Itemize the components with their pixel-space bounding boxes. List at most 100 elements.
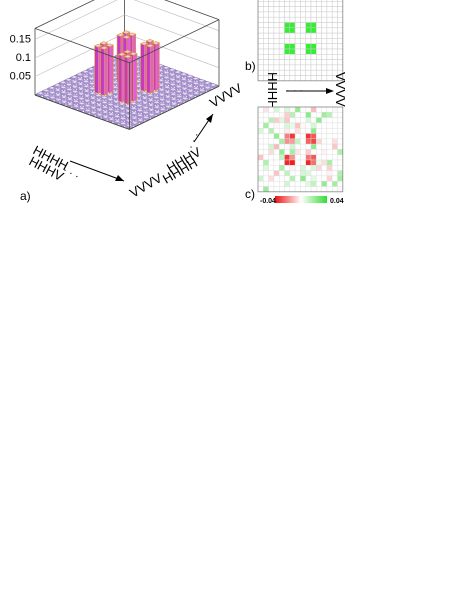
floor-bar	[94, 93, 103, 99]
heatmap-cell	[316, 1, 322, 7]
heatmap-cell	[305, 64, 312, 71]
floor-bar	[48, 95, 57, 102]
heatmap-cell	[300, 32, 306, 39]
heatmap-cell	[316, 43, 322, 50]
heatmap-cell	[289, 180, 296, 187]
heatmap-cell	[316, 22, 322, 29]
heatmap-cell	[263, 32, 269, 39]
heatmap-cell	[294, 43, 301, 50]
heatmap-cell	[316, 54, 322, 60]
heatmap-cell	[316, 117, 322, 124]
heatmap-cell	[310, 133, 317, 140]
floor-bar	[191, 86, 201, 92]
heatmap-cell	[257, 59, 264, 66]
heatmap-cell	[300, 186, 306, 193]
floor-bar	[180, 96, 190, 102]
floor-bar	[118, 116, 128, 122]
heatmap-cell	[289, 159, 296, 166]
heatmap-cell	[300, 43, 306, 50]
heatmap-cell	[294, 48, 301, 55]
heatmap-cell	[321, 64, 328, 71]
floor-bar	[174, 79, 183, 86]
heatmap-cell	[289, 127, 296, 134]
floor-bar	[192, 91, 201, 97]
floor-bar	[191, 76, 200, 83]
heatmap-cell	[294, 180, 301, 187]
floor-bar	[135, 113, 145, 119]
heatmap-cell	[289, 122, 296, 129]
box-edge	[34, 94, 130, 130]
heatmap-cell	[263, 43, 269, 50]
heatmap-cell	[332, 165, 338, 171]
heatmap-cell	[310, 138, 317, 145]
heatmap-cell	[268, 180, 275, 187]
heatmap-cell	[294, 27, 301, 34]
heatmap-cell	[279, 186, 285, 193]
floor-bar	[203, 81, 212, 87]
heatmap-cell	[284, 154, 291, 161]
floor-bar	[117, 102, 127, 108]
heatmap-cell	[331, 22, 338, 29]
floor-bar	[162, 85, 172, 91]
heatmap-cell	[273, 1, 280, 7]
heatmap-cell	[321, 38, 328, 44]
heatmap-cell	[300, 59, 306, 66]
heatmap-cell	[300, 122, 306, 129]
heatmap-cell	[321, 133, 328, 140]
heatmap-cell	[263, 154, 269, 161]
heatmap-cell	[294, 69, 301, 76]
heatmap-cell	[284, 149, 291, 155]
heatmap-cell	[321, 27, 328, 34]
floor-bar	[185, 79, 195, 85]
heatmap-cell	[326, 1, 333, 7]
heatmap-cell	[310, 38, 317, 44]
heatmap-cell	[273, 117, 280, 124]
heatmap-cell	[326, 154, 333, 161]
heatmap-cell	[337, 133, 344, 140]
heatmap-cell	[294, 133, 301, 140]
floor-bar	[130, 120, 140, 127]
floor-bar	[81, 69, 90, 76]
heatmap-cell	[321, 112, 328, 118]
heatmap-cell	[284, 27, 291, 34]
heatmap-cell	[300, 175, 306, 182]
floor-bar	[152, 110, 162, 116]
heatmap-cell	[284, 180, 291, 187]
heatmap-cell	[337, 6, 344, 13]
floor-bar	[59, 95, 69, 101]
heatmap-cell	[263, 1, 269, 7]
heatmap-cell	[279, 154, 285, 161]
heatmap-cell	[279, 180, 285, 187]
heatmap-cell	[263, 122, 269, 129]
heatmap-cell	[294, 59, 301, 66]
heatmap-cell	[300, 69, 306, 76]
floor-bar	[71, 94, 80, 100]
heatmap-cell	[273, 122, 280, 129]
heatmap-cell	[321, 175, 328, 182]
floor-bar	[147, 112, 156, 119]
panel-c-grid	[257, 106, 344, 193]
heatmap-cell	[284, 127, 291, 134]
heatmap-cell	[321, 54, 328, 60]
heatmap-cell	[284, 38, 291, 44]
heatmap-cell	[321, 165, 328, 171]
heatmap-cell	[326, 64, 333, 71]
heatmap-cell	[332, 180, 338, 187]
colorbar: -0.04 0.04	[260, 196, 344, 205]
heatmap-cell	[284, 1, 291, 7]
floor-bar	[180, 91, 190, 98]
heatmap-cell	[316, 180, 322, 187]
heatmap-cell	[289, 11, 296, 18]
heatmap-cell	[263, 175, 269, 182]
heatmap-cell	[300, 6, 306, 13]
floor-bar	[129, 106, 139, 112]
heatmap-cell	[326, 59, 333, 66]
heatmap-cell	[337, 154, 344, 161]
heatmap-cell	[337, 165, 344, 171]
heatmap-cell	[321, 43, 328, 50]
heatmap-cell	[263, 11, 269, 18]
heatmap-cell	[263, 180, 269, 187]
heatmap-cell	[294, 138, 301, 145]
heatmap-cell	[326, 112, 333, 118]
heatmap-cell	[326, 165, 333, 171]
